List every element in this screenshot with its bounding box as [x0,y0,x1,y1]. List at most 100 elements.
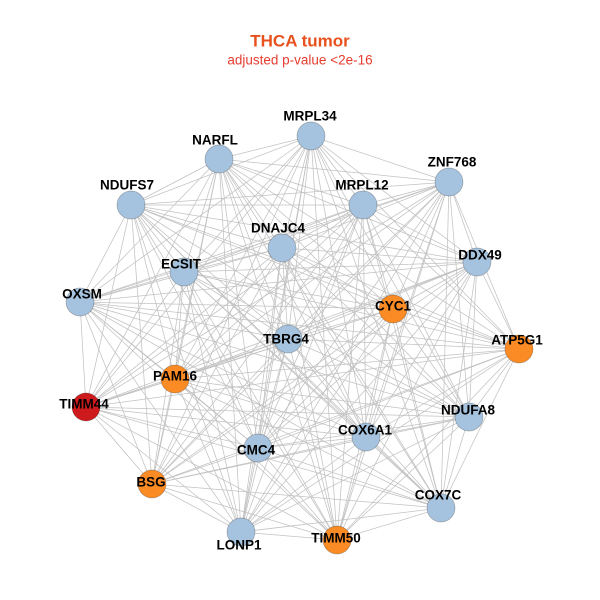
network-edge [79,204,132,303]
network-edge [240,348,520,533]
network-edge [130,204,394,310]
node-cmc4 [243,433,273,463]
network-edge [151,158,220,485]
node-atp5g1 [504,334,534,364]
network-edge [218,158,364,206]
node-label-lonp1: LONP1 [216,538,262,553]
network-edge [130,204,242,533]
network-edge [440,348,520,509]
network-edge [240,261,478,533]
chart-title: THCA tumor [250,31,350,50]
network-edge [151,348,520,485]
network-edge [362,204,394,310]
network-edge [440,416,470,509]
network-edge [362,181,450,206]
label-layer: MRPL34 NARFL ZNF768 MRPL12 NDUFS7 DNAJC4 DDX49… [59,109,543,553]
network-edge [336,348,520,541]
network-edge [130,204,289,340]
node-mrpl34 [296,121,326,151]
network-edge [281,204,364,249]
network-edge [85,181,450,408]
network-edge [85,406,470,418]
node-cox7c [426,493,456,523]
network-edge [287,338,520,350]
network-edge [79,301,338,541]
node-layer [65,121,534,555]
network-edge [85,406,367,438]
node-pam16 [160,364,190,394]
network-edge [218,158,283,249]
network-edge [79,158,220,303]
node-ndufs7 [116,190,146,220]
node-label-ndufa8: NDUFA8 [441,403,495,418]
network-edge [257,261,478,449]
node-znf768 [434,167,464,197]
node-label-timm50: TIMM50 [311,531,361,546]
network-edge [476,261,520,350]
network-edge [240,507,442,533]
node-label-cmc4: CMC4 [237,443,276,458]
node-ndufa8 [454,402,484,432]
network-edge [130,204,470,418]
network-edge [281,247,470,418]
node-mrpl12 [348,190,378,220]
network-edge [287,338,338,541]
network-edge [130,204,176,380]
network-edge [310,135,442,509]
network-edge [240,181,450,533]
network-edge [79,135,312,303]
network-edge [130,204,259,449]
network-edge [440,261,478,509]
network-edge [287,338,470,418]
network-edge [310,135,450,183]
node-timm50 [322,525,352,555]
network-edge [79,301,520,350]
network-edge [362,204,478,263]
network-edge [440,181,450,509]
network-edge [174,378,470,418]
network-edge [79,301,470,418]
network-edge [392,181,450,310]
node-cyc1 [378,294,408,324]
network-edge [79,301,242,533]
network-edge [79,301,394,310]
network-edge [151,483,338,541]
node-dnajc4 [267,233,297,263]
network-edge [218,158,242,533]
network-edge [392,308,470,418]
node-label-cyc1: CYC1 [375,299,412,314]
network-edge [365,436,442,509]
network-edge [240,531,338,541]
network-edge [336,416,470,541]
node-tbrg4 [273,324,303,354]
node-label-narfl: NARFL [192,133,238,148]
network-edge [79,301,289,340]
network-edge [130,204,478,263]
network-edge [218,158,470,418]
network-edge [336,261,478,541]
node-label-ecsit: ECSIT [161,257,202,272]
node-label-atp5g1: ATP5G1 [491,333,543,348]
network-edge [336,436,367,541]
network-edge [240,447,259,533]
network-edge [240,436,367,533]
network-edge [85,204,132,408]
network-edge [174,378,242,533]
network-edge [85,406,153,485]
network-edge [151,378,176,485]
node-oxsm [65,287,95,317]
node-label-ddx49: DDX49 [458,248,502,263]
network-edge [336,507,442,541]
network-edge [85,406,242,533]
network-edge [151,447,259,485]
network-edge [130,204,338,541]
network-edge [183,271,442,509]
network-edge [257,181,450,449]
node-cox6a1 [351,422,381,452]
node-label-bsg: BSG [136,475,165,490]
network-edge [183,158,220,273]
network-edge [130,204,283,249]
network-edge [287,181,450,340]
network-edge [281,247,442,509]
